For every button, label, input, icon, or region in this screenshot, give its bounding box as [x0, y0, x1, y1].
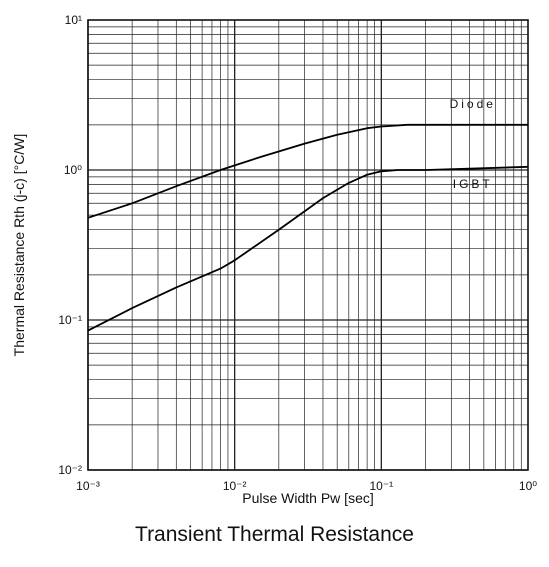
y-axis-label: Thermal Resistance Rth (j-c) [°C/W]	[11, 134, 27, 357]
grid	[87, 20, 528, 471]
series-lines	[87, 123, 529, 332]
y-tick-label: 10⁰	[64, 163, 82, 177]
x-tick-label: 10⁻³	[76, 479, 100, 493]
series-label-igbt: IGBT	[453, 177, 493, 191]
x-tick-label: 10⁻¹	[369, 479, 393, 493]
series-line-diode	[87, 123, 528, 219]
x-tick-label: 10⁰	[519, 479, 537, 493]
series-line-igbt	[87, 165, 529, 332]
series-labels: Diode IGBT	[450, 97, 496, 191]
y-tick-label: 10¹	[65, 13, 82, 27]
x-axis-label: Pulse Width Pw [sec]	[242, 490, 374, 506]
x-tick-labels: 10⁻³ 10⁻² 10⁻¹ 10⁰	[76, 479, 537, 493]
series-label-diode: Diode	[450, 97, 496, 111]
y-tick-labels: 10⁻² 10⁻¹ 10⁰ 10¹	[58, 13, 82, 477]
x-tick-label: 10⁻²	[223, 479, 247, 493]
chart-title: Transient Thermal Resistance	[135, 523, 414, 546]
plot-frame	[87, 19, 529, 471]
y-tick-label: 10⁻¹	[58, 313, 82, 327]
y-tick-label: 10⁻²	[58, 463, 82, 477]
